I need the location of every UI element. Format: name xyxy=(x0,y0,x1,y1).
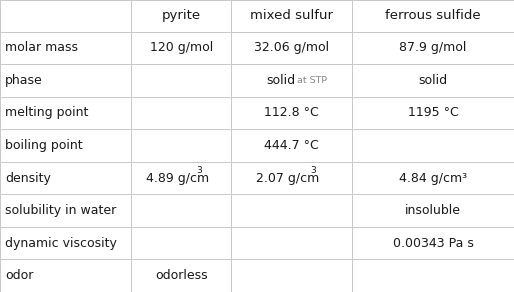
Text: 4.89 g/cm: 4.89 g/cm xyxy=(146,171,209,185)
Text: ferrous sulfide: ferrous sulfide xyxy=(385,9,481,22)
Text: odor: odor xyxy=(5,269,33,282)
Text: at STP: at STP xyxy=(297,76,327,85)
Text: pyrite: pyrite xyxy=(161,9,201,22)
Text: dynamic viscosity: dynamic viscosity xyxy=(5,237,117,250)
Text: density: density xyxy=(5,171,51,185)
Text: 3: 3 xyxy=(196,166,202,175)
Text: phase: phase xyxy=(5,74,43,87)
Text: 1195 °C: 1195 °C xyxy=(408,106,458,119)
Text: 120 g/mol: 120 g/mol xyxy=(150,41,213,54)
Text: solubility in water: solubility in water xyxy=(5,204,116,217)
Text: mixed sulfur: mixed sulfur xyxy=(250,9,333,22)
Text: 0.00343 Pa s: 0.00343 Pa s xyxy=(393,237,473,250)
Text: insoluble: insoluble xyxy=(405,204,461,217)
Text: solid: solid xyxy=(266,74,295,87)
Text: 4.84 g/cm³: 4.84 g/cm³ xyxy=(399,171,467,185)
Text: odorless: odorless xyxy=(155,269,208,282)
Text: molar mass: molar mass xyxy=(5,41,78,54)
Text: 3: 3 xyxy=(310,166,316,175)
Text: boiling point: boiling point xyxy=(5,139,83,152)
Text: 87.9 g/mol: 87.9 g/mol xyxy=(399,41,467,54)
Text: 444.7 °C: 444.7 °C xyxy=(264,139,319,152)
Text: 112.8 °C: 112.8 °C xyxy=(264,106,319,119)
Text: melting point: melting point xyxy=(5,106,88,119)
Text: 32.06 g/mol: 32.06 g/mol xyxy=(254,41,329,54)
Text: 2.07 g/cm: 2.07 g/cm xyxy=(256,171,320,185)
Text: solid: solid xyxy=(418,74,448,87)
